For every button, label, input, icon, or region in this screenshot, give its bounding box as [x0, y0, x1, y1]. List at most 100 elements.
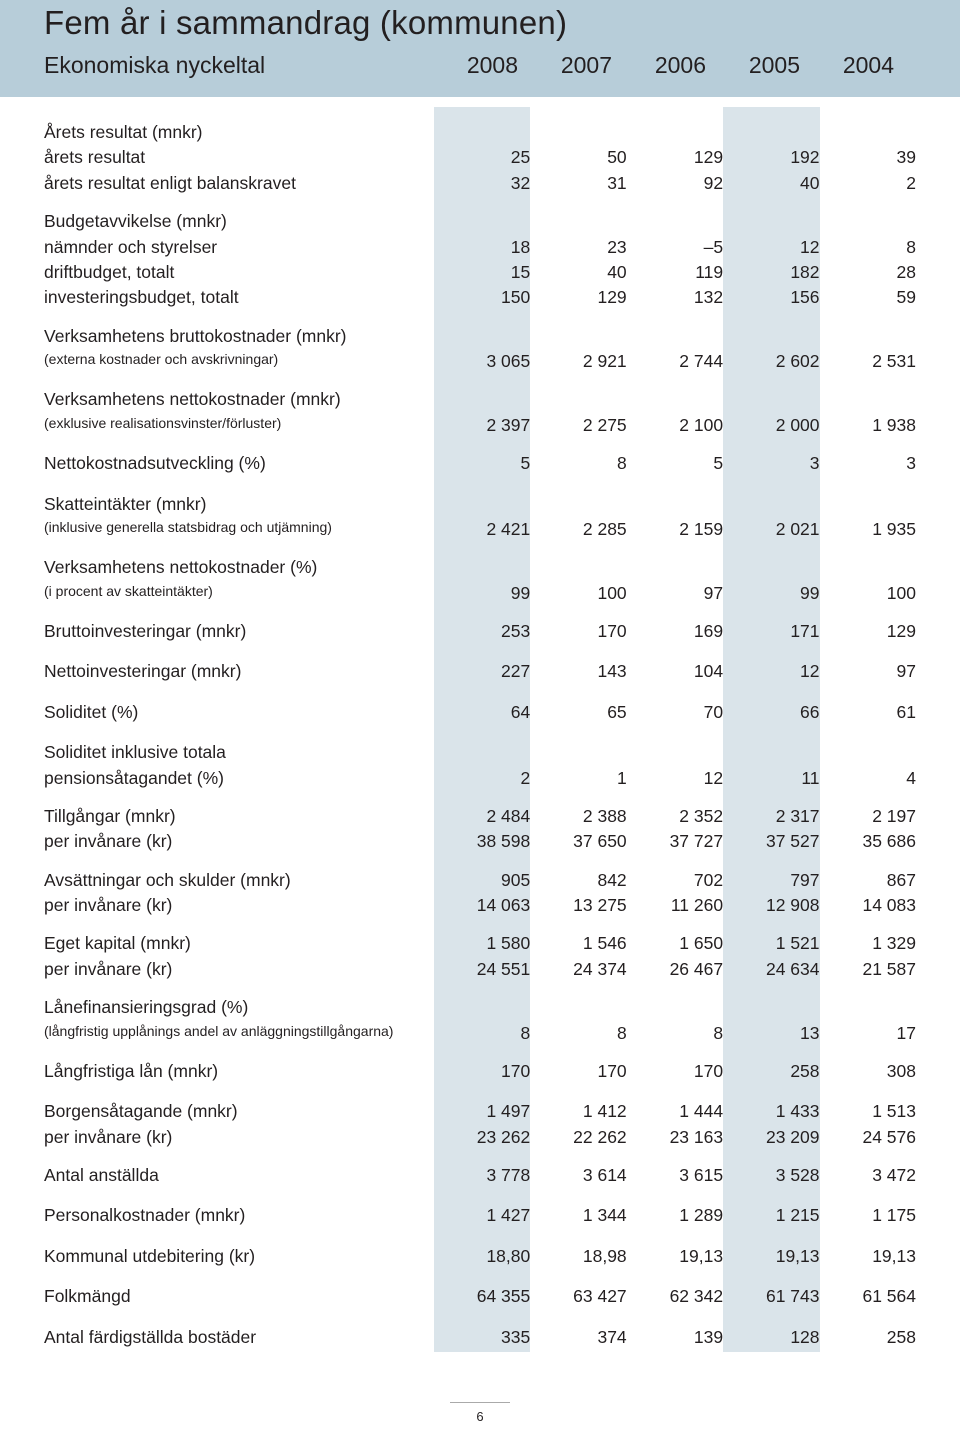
cell: 170	[530, 606, 626, 646]
table-row: Budgetavvikelse (mnkr)	[44, 196, 916, 234]
table-row: Långfristiga lån (mnkr)170170170258308	[44, 1046, 916, 1086]
cell	[530, 542, 626, 580]
cell: 1 427	[434, 1190, 530, 1230]
cell: 61 564	[820, 1271, 916, 1311]
cell: 1 546	[530, 918, 626, 956]
cell	[723, 311, 819, 349]
row-label: (långfristig upplånings andel av anläggn…	[44, 1021, 434, 1046]
cell: 2 000	[723, 413, 819, 438]
row-label: Verksamhetens bruttokostnader (mnkr)	[44, 311, 434, 349]
row-label: Kommunal utdebitering (kr)	[44, 1231, 434, 1271]
row-label: Eget kapital (mnkr)	[44, 918, 434, 956]
row-label: Skatteintäkter (mnkr)	[44, 479, 434, 517]
cell: 18,80	[434, 1231, 530, 1271]
cell: 1 580	[434, 918, 530, 956]
cell: 2 317	[723, 791, 819, 829]
cell: 258	[820, 1312, 916, 1352]
cell: 66	[723, 687, 819, 727]
row-label: Antal färdigställda bostäder	[44, 1312, 434, 1352]
cell	[434, 727, 530, 765]
cell	[723, 982, 819, 1020]
cell: 1 521	[723, 918, 819, 956]
cell: 171	[723, 606, 819, 646]
row-label: (externa kostnader och avskrivningar)	[44, 349, 434, 374]
cell: 129	[820, 606, 916, 646]
cell: 3	[723, 438, 819, 478]
cell: 1 433	[723, 1086, 819, 1124]
row-label: Bruttoinvesteringar (mnkr)	[44, 606, 434, 646]
cell	[820, 107, 916, 145]
cell: 8	[627, 1021, 723, 1046]
cell: 24 551	[434, 957, 530, 982]
cell: 2 397	[434, 413, 530, 438]
cell: 2	[434, 766, 530, 791]
row-label: Avsättningar och skulder (mnkr)	[44, 855, 434, 893]
cell: 129	[627, 145, 723, 170]
cell: 3 615	[627, 1150, 723, 1190]
cell: 2 285	[530, 517, 626, 542]
table-row: Eget kapital (mnkr)1 5801 5461 6501 5211…	[44, 918, 916, 956]
cell: 97	[627, 581, 723, 606]
cell: 867	[820, 855, 916, 893]
table-row: Personalkostnader (mnkr)1 4271 3441 2891…	[44, 1190, 916, 1230]
table-row: Borgensåtagande (mnkr)1 4971 4121 4441 4…	[44, 1086, 916, 1124]
cell: 905	[434, 855, 530, 893]
cell: 8	[434, 1021, 530, 1046]
table-row: Verksamhetens nettokostnader (%)	[44, 542, 916, 580]
cell	[820, 196, 916, 234]
row-label: per invånare (kr)	[44, 893, 434, 918]
year-col-2: 2006	[612, 52, 706, 79]
row-label: per invånare (kr)	[44, 829, 434, 854]
cell: 308	[820, 1046, 916, 1086]
cell: 2 602	[723, 349, 819, 374]
cell: 1 329	[820, 918, 916, 956]
cell	[434, 107, 530, 145]
cell: 3 528	[723, 1150, 819, 1190]
page-number: 6	[476, 1409, 483, 1424]
table-row: driftbudget, totalt154011918228	[44, 260, 916, 285]
cell	[530, 311, 626, 349]
cell: 61	[820, 687, 916, 727]
table-row: Antal färdigställda bostäder335374139128…	[44, 1312, 916, 1352]
table-row: (långfristig upplånings andel av anläggn…	[44, 1021, 916, 1046]
cell: 38 598	[434, 829, 530, 854]
cell: 1 444	[627, 1086, 723, 1124]
table-row: Soliditet inklusive totala	[44, 727, 916, 765]
cell: 104	[627, 646, 723, 686]
cell: 374	[530, 1312, 626, 1352]
cell	[820, 542, 916, 580]
cell: 2	[820, 171, 916, 196]
cell: 40	[723, 171, 819, 196]
cell: 5	[627, 438, 723, 478]
page-title: Fem år i sammandrag (kommunen)	[0, 4, 960, 42]
table-row: Tillgångar (mnkr)2 4842 3882 3522 3172 1…	[44, 791, 916, 829]
table-row: Verksamhetens nettokostnader (mnkr)	[44, 374, 916, 412]
cell: 227	[434, 646, 530, 686]
table-row: Skatteintäkter (mnkr)	[44, 479, 916, 517]
row-label: Verksamhetens nettokostnader (%)	[44, 542, 434, 580]
cell	[434, 374, 530, 412]
cell: 170	[627, 1046, 723, 1086]
cell	[723, 196, 819, 234]
cell: 24 576	[820, 1125, 916, 1150]
cell	[627, 311, 723, 349]
row-label: Borgensåtagande (mnkr)	[44, 1086, 434, 1124]
cell	[530, 727, 626, 765]
cell: 64	[434, 687, 530, 727]
cell	[627, 727, 723, 765]
cell: 2 484	[434, 791, 530, 829]
cell: 119	[627, 260, 723, 285]
row-label: årets resultat	[44, 145, 434, 170]
cell: 100	[820, 581, 916, 606]
cell: 1 215	[723, 1190, 819, 1230]
table-row: årets resultat enligt balanskravet323192…	[44, 171, 916, 196]
cell: 797	[723, 855, 819, 893]
cell: 62 342	[627, 1271, 723, 1311]
data-table: Årets resultat (mnkr)årets resultat25501…	[44, 107, 916, 1352]
cell: 842	[530, 855, 626, 893]
table-row: Soliditet (%)6465706661	[44, 687, 916, 727]
cell	[627, 542, 723, 580]
cell: 19,13	[820, 1231, 916, 1271]
cell: 28	[820, 260, 916, 285]
table-row: per invånare (kr)23 26222 26223 16323 20…	[44, 1125, 916, 1150]
